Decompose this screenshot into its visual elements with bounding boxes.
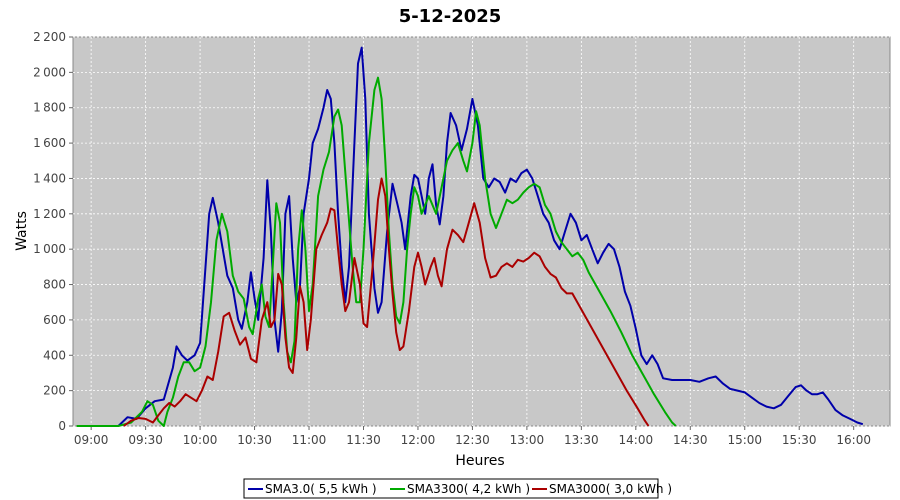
y-tick-label: 1 200 — [33, 207, 66, 221]
x-tick-label: 11:00 — [292, 433, 327, 447]
y-tick-label: 0 — [58, 419, 66, 433]
x-tick-label: 12:30 — [455, 433, 490, 447]
y-axis: 0 200 400 600 800 1 000 1 200 1 400 1 600 1 800 2 … — [33, 30, 73, 433]
x-tick-label: 14:30 — [673, 433, 708, 447]
x-tick-label: 11:30 — [346, 433, 381, 447]
y-tick-label: 400 — [43, 348, 66, 362]
y-tick-label: 600 — [43, 313, 66, 327]
y-axis-label: Watts — [14, 211, 30, 251]
y-tick-label: 200 — [43, 384, 66, 398]
x-tick-label: 10:00 — [183, 433, 218, 447]
x-axis: 09:00 09:30 10:00 10:30 11:00 11:30 12:00 12:30… — [74, 426, 871, 447]
y-tick-label: 1 000 — [33, 242, 66, 256]
y-tick-label: 800 — [43, 278, 66, 292]
legend: SMA3.0( 5,5 kWh ) SMA3300( 4,2 kWh ) SMA30… — [243, 478, 672, 499]
y-tick-label: 2 000 — [33, 65, 66, 79]
x-tick-label: 13:30 — [564, 433, 599, 447]
y-tick-label: 1 600 — [33, 136, 66, 150]
legend-label-0: SMA3.0( 5,5 kWh ) — [265, 482, 377, 496]
series-layer — [76, 46, 864, 427]
y-tick-label: 1 800 — [33, 101, 66, 115]
chart-title: 5-12-2025 — [399, 6, 502, 27]
y-tick-label: 2 200 — [33, 30, 66, 44]
x-tick-label: 12:00 — [401, 433, 436, 447]
series-line-2 — [123, 177, 650, 427]
x-tick-label: 09:00 — [74, 433, 109, 447]
legend-label-1: SMA3300( 4,2 kWh ) — [407, 482, 530, 496]
x-tick-label: 14:00 — [619, 433, 654, 447]
series-line-1 — [76, 76, 677, 427]
series-line-0 — [117, 46, 864, 427]
x-axis-label: Heures — [455, 453, 504, 469]
legend-box — [243, 478, 659, 499]
x-tick-label: 09:30 — [128, 433, 163, 447]
x-tick-label: 15:30 — [782, 433, 817, 447]
x-tick-label: 13:00 — [510, 433, 545, 447]
y-tick-label: 1 400 — [33, 171, 66, 185]
x-tick-label: 16:00 — [836, 433, 871, 447]
x-tick-label: 10:30 — [237, 433, 272, 447]
grid — [73, 36, 890, 427]
legend-label-2: SMA3000( 3,0 kWh ) — [549, 482, 672, 496]
x-tick-label: 15:00 — [727, 433, 762, 447]
